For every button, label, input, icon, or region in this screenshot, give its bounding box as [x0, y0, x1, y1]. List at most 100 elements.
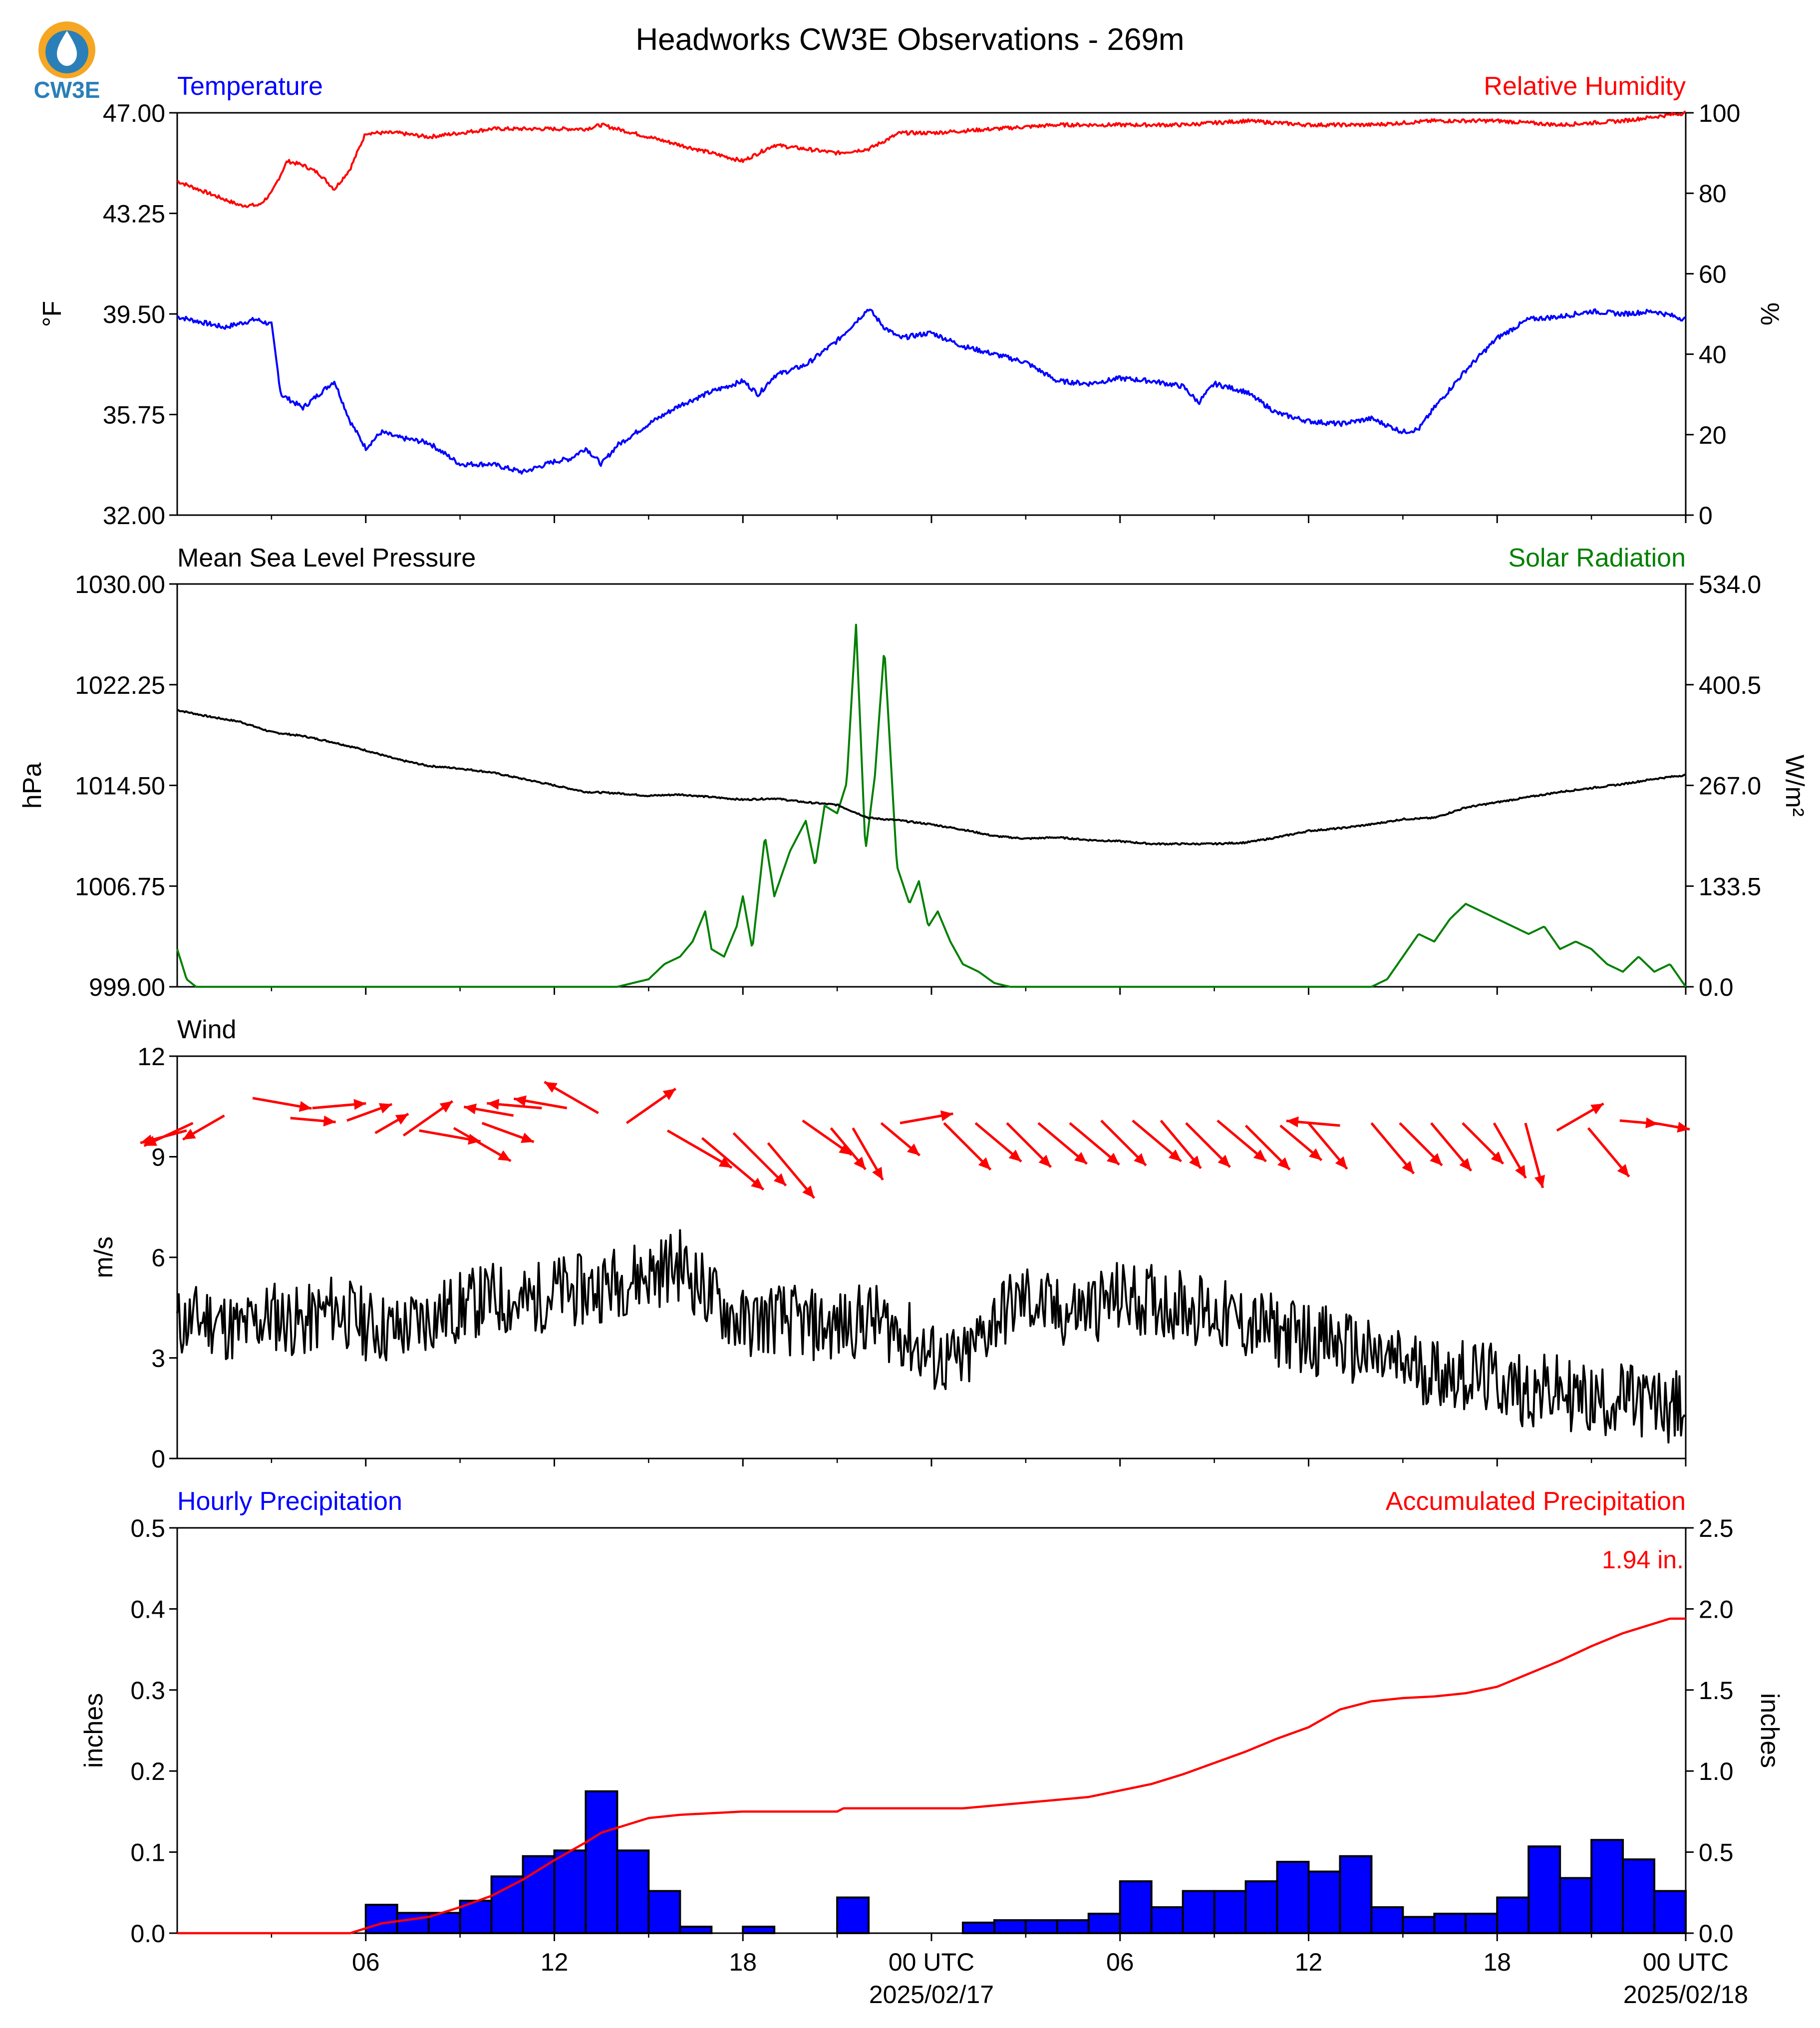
wind-arrow-head-icon: [802, 1185, 815, 1198]
y-tick-label: 9: [151, 1144, 165, 1171]
hourly-precip-bar: [1087, 1913, 1121, 1934]
wind-arrow-head-icon: [464, 1103, 477, 1115]
wind-arrow-head-icon: [1677, 1122, 1690, 1133]
wind-arrow-head-icon: [378, 1103, 392, 1114]
x-tick-label: 12: [1295, 1948, 1323, 1976]
humidity-panel-title: Relative Humidity: [1484, 72, 1686, 101]
hourly-precip-bar: [679, 1926, 713, 1935]
panel-wind: Wind m/s 0 3 6 9 12: [89, 1015, 1690, 1473]
solar-y-axis-label: W/m²: [1780, 755, 1809, 817]
wind-arrow-head-icon: [662, 1089, 676, 1100]
hourly-precip-bar: [1496, 1896, 1530, 1934]
y-right-tick-label: 133.5: [1699, 872, 1761, 900]
wind-arrow-head-icon: [1074, 1152, 1087, 1164]
x-tick-label: 18: [1483, 1948, 1511, 1976]
hourly-precip-bar: [1465, 1913, 1499, 1934]
y-tick-label: 0.2: [130, 1757, 165, 1785]
hourly-precip-bar: [1244, 1880, 1278, 1934]
wind-arrow-head-icon: [1645, 1117, 1658, 1129]
y-tick-label: 0.5: [130, 1514, 165, 1542]
hourly-precip-bar: [616, 1849, 650, 1935]
wind-arrow-head-icon: [1168, 1149, 1182, 1161]
y-tick-label: 32.00: [103, 502, 165, 530]
y-right-tick-label: 0.5: [1699, 1839, 1734, 1867]
hourly-precip-bar: [1119, 1880, 1153, 1934]
hourly-precip-bar: [647, 1890, 681, 1934]
y-tick-label: 1006.75: [75, 872, 165, 900]
solar-panel-title: Solar Radiation: [1508, 544, 1686, 573]
wind-arrow-head-icon: [1430, 1153, 1442, 1165]
wind-arrow-head-icon: [144, 1136, 157, 1146]
wind-plot: 0 3 6 9 12: [137, 1043, 1690, 1473]
wind-arrow-head-icon: [1515, 1164, 1526, 1178]
wind-arrow-head-icon: [1008, 1150, 1022, 1162]
wind-vectors: [140, 1081, 1690, 1199]
y-tick-label: 1030.00: [75, 571, 165, 598]
wind-arrow-head-icon: [839, 1144, 852, 1155]
logo-text: CW3E: [34, 77, 100, 103]
hourly-precip-bar: [961, 1921, 995, 1934]
wind-arrow-head-icon: [1106, 1153, 1120, 1165]
y-right-tick-label: 1.0: [1699, 1757, 1734, 1785]
wind-arrow-shaft: [732, 1132, 787, 1186]
y-tick-label: 12: [137, 1043, 165, 1071]
accum-total-annotation: 1.94 in.: [1602, 1546, 1684, 1574]
humidity-line: [177, 110, 1686, 208]
wind-arrow-head-icon: [751, 1177, 764, 1190]
hourly-precip-bar: [1590, 1839, 1624, 1934]
hourly-precip-bar: [1559, 1877, 1593, 1935]
hourly-precip-bar: [364, 1904, 398, 1934]
wind-arrow-head-icon: [1277, 1157, 1290, 1170]
x-tick-label: 18: [729, 1948, 757, 1976]
temperature-panel-title: Temperature: [177, 72, 323, 101]
solar-radiation-line: [176, 623, 1687, 988]
pressure-line: [177, 709, 1686, 846]
hourly-precip-bar: [742, 1926, 776, 1935]
wind-arrow-head-icon: [854, 1157, 866, 1169]
x-tick-label: 00 UTC: [889, 1948, 974, 1976]
x-date-label: 2025/02/17: [869, 1981, 994, 2009]
plot-frame: [176, 583, 1687, 988]
y-right-tick-label: 60: [1699, 260, 1727, 288]
y-tick-label: 0.3: [130, 1677, 165, 1705]
hourly-precip-bar: [522, 1855, 556, 1934]
wind-arrow-head-icon: [514, 1095, 527, 1107]
y-tick-label: 0.4: [130, 1595, 165, 1623]
wind-arrow-head-icon: [907, 1143, 920, 1156]
wind-arrow-head-icon: [521, 1133, 534, 1143]
wind-arrow-head-icon: [395, 1114, 409, 1125]
temperature-line: [177, 308, 1686, 475]
wind-arrow-head-icon: [1189, 1156, 1201, 1168]
wind-arrow-head-icon: [1286, 1116, 1299, 1128]
y-right-tick-label: 267.0: [1699, 772, 1761, 800]
y-tick-label: 43.25: [103, 200, 165, 228]
hourly-precip-bar: [1182, 1890, 1215, 1934]
hourly-precip-y-axis-label: inches: [79, 1693, 108, 1768]
y-tick-label: 0: [151, 1445, 165, 1473]
chart-title: Headworks CW3E Observations - 269m: [635, 22, 1184, 57]
accumulated-precip-line: [177, 1617, 1686, 1935]
wind-arrow-shaft: [666, 1129, 733, 1169]
y-right-tick-label: 80: [1699, 180, 1727, 208]
hourly-precip-bar: [1150, 1906, 1184, 1934]
wind-arrow-head-icon: [872, 1166, 883, 1180]
wind-arrow-head-icon: [1590, 1104, 1604, 1115]
wind-arrow-head-icon: [1309, 1148, 1322, 1160]
y-right-tick-label: 40: [1699, 341, 1727, 369]
hourly-precip-bar: [1276, 1861, 1310, 1934]
panel-pressure-solar: Mean Sea Level Pressure Solar Radiation …: [18, 544, 1809, 1001]
hourly-precip-bar: [585, 1790, 618, 1935]
y-tick-label: 0.1: [130, 1839, 165, 1867]
wind-arrow-head-icon: [1402, 1160, 1414, 1174]
x-date-label: 2025/02/18: [1623, 1981, 1748, 2009]
y-tick-label: 39.50: [103, 300, 165, 328]
wind-arrow-head-icon: [487, 1099, 500, 1110]
wind-speed-line: [176, 1229, 1686, 1444]
wind-arrow-head-icon: [1459, 1158, 1472, 1171]
y-tick-label: 1014.50: [75, 772, 165, 800]
wind-arrow-head-icon: [1534, 1174, 1545, 1188]
pressure-y-axis-label: hPa: [18, 763, 47, 809]
wind-arrow-head-icon: [353, 1099, 366, 1110]
wind-arrow-head-icon: [978, 1157, 991, 1170]
